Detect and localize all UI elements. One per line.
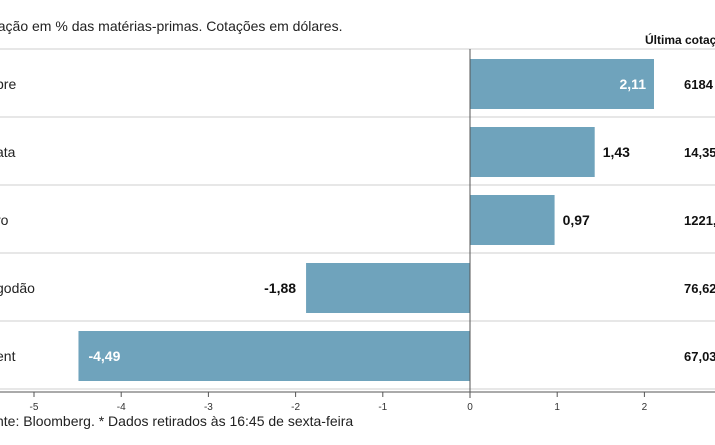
category-label: ro (0, 212, 9, 228)
last-quote-header: Última cotaç (645, 33, 715, 47)
last-quote-value: 1221,36 (684, 213, 715, 228)
value-label: 1,43 (603, 144, 630, 160)
x-tick-label: -1 (378, 402, 387, 413)
category-label: ent (0, 348, 16, 364)
x-tick-label: -3 (204, 402, 213, 413)
category-label: ata (0, 144, 16, 160)
bar-2 (470, 195, 555, 245)
category-label: godão (0, 280, 35, 296)
value-label: 2,11 (620, 76, 647, 92)
bar-0 (470, 59, 654, 109)
chart-subtitle: riação em % das matérias-primas. Cotaçõe… (0, 18, 343, 34)
last-quote-value: 76,62 (684, 281, 715, 296)
x-tick-label: -2 (291, 402, 300, 413)
bar-1 (470, 127, 595, 177)
last-quote-value: 14,3587 (684, 145, 715, 160)
bar-4 (78, 331, 471, 381)
value-label: -1,88 (264, 280, 296, 296)
x-tick-label: -5 (30, 402, 39, 413)
x-tick-label: 2 (642, 402, 648, 413)
x-tick-label: 1 (554, 402, 560, 413)
x-tick-label: 0 (467, 402, 473, 413)
value-label: -4,49 (88, 348, 120, 364)
source-note: nte: Bloomberg. * Dados retirados às 16:… (0, 413, 354, 429)
last-quote-value: 6184 (684, 77, 714, 92)
bar-3 (306, 263, 470, 313)
x-tick-label: -4 (117, 402, 126, 413)
category-label: bre (0, 76, 16, 92)
value-label: 0,97 (563, 212, 590, 228)
last-quote-value: 67,03 (684, 349, 715, 364)
